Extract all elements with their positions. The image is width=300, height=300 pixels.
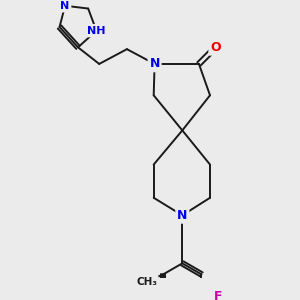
Text: O: O	[210, 41, 221, 54]
Text: N: N	[60, 1, 70, 11]
Text: NH: NH	[87, 26, 106, 36]
Text: N: N	[177, 209, 188, 222]
Text: CH₃: CH₃	[136, 277, 157, 287]
Text: N: N	[149, 57, 160, 70]
Text: F: F	[214, 290, 222, 300]
